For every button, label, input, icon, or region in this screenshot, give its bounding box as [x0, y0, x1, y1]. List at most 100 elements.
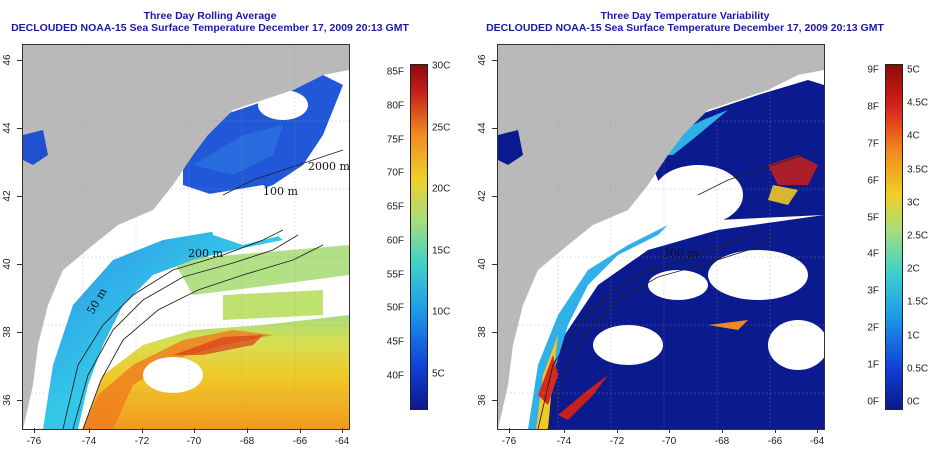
- sst-variability-map: 200 m: [497, 44, 825, 430]
- average-panel: Three Day Rolling Average DECLOUDED NOAA…: [0, 10, 468, 458]
- colorbar-f-label: 45F: [386, 336, 404, 348]
- title-line-1: Three Day Temperature Variability: [600, 10, 770, 22]
- x-tick: [564, 428, 565, 433]
- colorbar-f-label: 40F: [386, 370, 404, 382]
- x-tick: [342, 428, 343, 433]
- colorbar-c-label: 20C: [432, 183, 451, 195]
- colorbar-f-label: 65F: [386, 201, 404, 213]
- colorbar-f-label: 85F: [386, 66, 404, 78]
- colorbar-c-label: 25C: [432, 122, 451, 134]
- y-tick: [492, 196, 497, 197]
- temperature-variability-map-icon: 200 m: [498, 45, 824, 429]
- y-tick: [17, 128, 22, 129]
- y-tick: [492, 400, 497, 401]
- y-tick: [17, 264, 22, 265]
- y-tick-label: 36: [477, 394, 489, 406]
- colorbar-c-label: 3.5C: [907, 164, 929, 176]
- colorbar-f-label: 8F: [867, 101, 879, 113]
- colorbar-c-label: 2.5C: [907, 230, 929, 242]
- x-tick-label: -70: [661, 436, 677, 447]
- contour-100-label: 100 m: [263, 185, 298, 198]
- y-tick-label: 46: [2, 54, 14, 66]
- title-line-2: DECLOUDED NOAA-15 Sea Surface Temperatur…: [486, 22, 884, 34]
- y-tick-label: 36: [2, 394, 14, 406]
- colorbar-f-label: 4F: [867, 248, 879, 260]
- colorbar-c-label: 15C: [432, 245, 451, 257]
- colorbar-f-label: 60F: [386, 235, 404, 247]
- colorbar-c-label: 0.5C: [907, 363, 929, 375]
- x-tick-label: -76: [501, 436, 517, 447]
- y-tick-label: 44: [477, 122, 489, 134]
- colorbar-f-label: 3F: [867, 285, 879, 297]
- x-tick-label: -74: [81, 436, 97, 447]
- y-tick: [492, 128, 497, 129]
- y-tick-label: 42: [2, 190, 14, 202]
- y-tick: [492, 60, 497, 61]
- y-tick-label: 46: [477, 54, 489, 66]
- x-tick: [509, 428, 510, 433]
- x-tick: [817, 428, 818, 433]
- variability-panel: Three Day Temperature Variability DECLOU…: [475, 0, 950, 475]
- colorbar-c-label: 10C: [432, 306, 451, 318]
- latitude-axis: 36 38 40 42 44 46: [475, 44, 497, 428]
- colorbar-c-label: 1.5C: [907, 296, 929, 308]
- longitude-axis: -76 -74 -72 -70 -68 -66 -64: [497, 428, 825, 458]
- colorbar-f-label: 80F: [386, 100, 404, 112]
- x-tick-label: -68: [239, 436, 255, 447]
- colorbar-c-label: 4.5C: [907, 97, 929, 109]
- y-tick-label: 40: [477, 258, 489, 270]
- x-tick: [669, 428, 670, 433]
- x-tick-label: -70: [186, 436, 202, 447]
- x-tick: [142, 428, 143, 433]
- longitude-axis: -76 -74 -72 -70 -68 -66 -64: [22, 428, 350, 458]
- variability-colorbar: [885, 64, 903, 410]
- colorbar-f-label: 70F: [386, 167, 404, 179]
- contour-200-label: 200 m: [663, 247, 698, 260]
- x-tick-label: -66: [767, 436, 783, 447]
- x-tick: [775, 428, 776, 433]
- colorbar-f-label: 1F: [867, 359, 879, 371]
- colorbar-f-label: 9F: [867, 64, 879, 76]
- colorbar-f-label: 2F: [867, 322, 879, 334]
- y-tick-label: 42: [477, 190, 489, 202]
- x-tick-label: -74: [556, 436, 572, 447]
- x-tick: [300, 428, 301, 433]
- y-tick: [17, 196, 22, 197]
- sea-surface-temperature-map-icon: 200 m 100 m 50 m 2000 m: [23, 45, 349, 429]
- x-tick-label: -64: [809, 436, 825, 447]
- colorbar-f-label: 55F: [386, 269, 404, 281]
- colorbar-fahrenheit-labels: 9F 8F 7F 6F 5F 4F 3F 2F 1F 0F: [827, 64, 883, 408]
- contour-2000-label: 2000 m: [308, 160, 349, 173]
- colorbar-f-label: 50F: [386, 302, 404, 314]
- title-line-2: DECLOUDED NOAA-15 Sea Surface Temperatur…: [11, 22, 409, 34]
- y-tick-label: 38: [477, 326, 489, 338]
- latitude-axis: 36 38 40 42 44 46: [0, 44, 22, 428]
- panel-title: Three Day Rolling Average DECLOUDED NOAA…: [0, 10, 420, 34]
- colorbar-celsius-labels: 30C 25C 20C 15C 10C 5C: [428, 61, 468, 408]
- x-tick-label: -68: [714, 436, 730, 447]
- x-tick: [722, 428, 723, 433]
- contour-200-label: 200 m: [188, 247, 223, 260]
- x-tick-label: -66: [292, 436, 308, 447]
- colorbar-c-label: 0C: [907, 396, 920, 408]
- colorbar-c-label: 5C: [907, 64, 920, 76]
- colorbar-c-label: 4C: [907, 130, 920, 142]
- colorbar-c-label: 2C: [907, 263, 920, 275]
- x-tick-label: -76: [26, 436, 42, 447]
- x-tick-label: -64: [334, 436, 350, 447]
- title-line-1: Three Day Rolling Average: [143, 10, 277, 22]
- colorbar-f-label: 7F: [867, 138, 879, 150]
- temperature-colorbar: [410, 64, 428, 410]
- x-tick: [194, 428, 195, 433]
- y-tick-label: 40: [2, 258, 14, 270]
- colorbar-f-label: 6F: [867, 175, 879, 187]
- x-tick: [89, 428, 90, 433]
- y-tick-label: 44: [2, 122, 14, 134]
- x-tick-label: -72: [134, 436, 150, 447]
- colorbar-c-label: 5C: [432, 368, 445, 380]
- x-tick: [247, 428, 248, 433]
- colorbar-celsius-labels: 5C 4.5C 4C 3.5C 3C 2.5C 2C 1.5C 1C 0.5C 0C: [903, 64, 943, 408]
- colorbar-fahrenheit-labels: 85F 80F 75F 70F 65F 60F 55F 50F 45F 40F: [352, 64, 408, 408]
- colorbar-c-label: 1C: [907, 330, 920, 342]
- colorbar-f-label: 5F: [867, 212, 879, 224]
